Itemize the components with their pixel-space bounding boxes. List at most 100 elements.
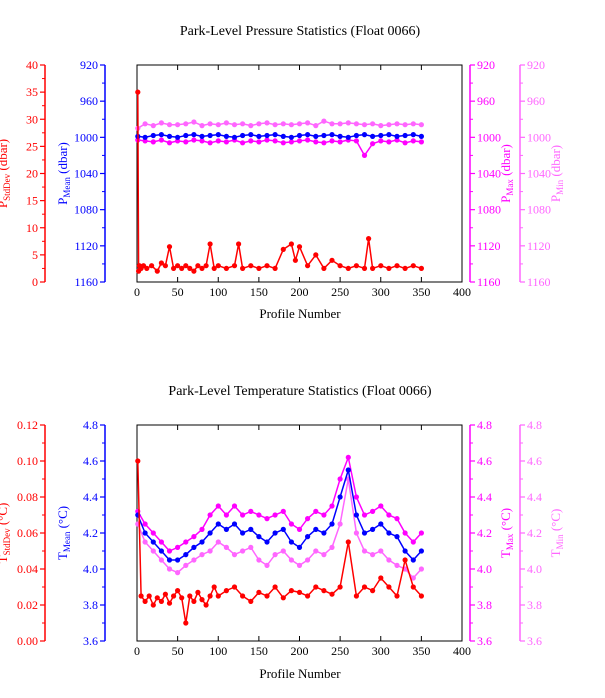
max-point: [296, 138, 303, 144]
max-point: [142, 138, 148, 144]
mean-point: [215, 521, 221, 527]
stddev-point: [321, 265, 327, 271]
pressure-chart: Park-Level Pressure Statistics (Float 00…: [0, 24, 565, 321]
stddev-point: [215, 593, 221, 599]
stddev-point: [135, 89, 141, 95]
min-point: [313, 123, 319, 129]
min-point: [321, 118, 327, 124]
max-point: [418, 139, 424, 145]
max-point: [272, 138, 278, 144]
x-axis-label: Profile Number: [259, 666, 341, 681]
mean-series-line: [137, 469, 422, 562]
plot-frame: [136, 424, 463, 642]
min-point: [191, 119, 197, 125]
mean-point: [199, 133, 205, 139]
mean-point: [199, 539, 205, 545]
mean-point: [191, 544, 197, 551]
max-point: [402, 140, 408, 146]
min-point: [394, 562, 400, 569]
max-point: [240, 140, 246, 146]
x-axis-label: Profile Number: [259, 306, 341, 321]
min-tick-label: 1160: [527, 275, 551, 289]
stddev-point: [402, 265, 408, 271]
min-point: [296, 121, 303, 127]
stddev-point: [256, 589, 262, 596]
min-point: [410, 575, 416, 581]
stddev-point: [361, 584, 368, 590]
min-point: [191, 557, 197, 563]
min-tick-label: 960: [527, 94, 545, 108]
stddev-point: [231, 584, 238, 590]
min-tick-label: 3.8: [527, 598, 542, 612]
max-point: [215, 503, 221, 509]
stddev-point: [370, 588, 376, 594]
stddev-point: [288, 588, 294, 594]
x-tick-label: 0: [134, 285, 140, 299]
stddev-tick-label: 10: [26, 221, 38, 235]
max-point: [280, 508, 286, 514]
stddev-point: [203, 263, 209, 269]
mean-point: [370, 526, 376, 533]
stddev-point: [248, 263, 254, 269]
stddev-point: [207, 593, 213, 599]
mean-point: [361, 132, 368, 138]
stddev-point: [378, 575, 384, 581]
min-point: [321, 552, 327, 558]
mean-tick-label: 3.8: [83, 598, 98, 612]
stddev-point: [240, 593, 246, 599]
stddev-point: [207, 241, 213, 247]
stddev-point: [264, 263, 270, 269]
stddev-point: [175, 588, 181, 594]
mean-point: [402, 132, 408, 139]
max-point: [231, 503, 238, 509]
stddev-axis-label: PStdDev (dbar): [0, 139, 12, 208]
stddev-point: [223, 265, 229, 271]
min-point: [158, 557, 164, 563]
max-point: [370, 508, 376, 514]
mean-point: [142, 134, 148, 140]
max-point: [288, 139, 294, 145]
stddev-point: [150, 602, 156, 608]
stddev-point: [158, 598, 164, 605]
stddev-point: [154, 268, 160, 274]
min-point: [402, 122, 408, 128]
max-point: [166, 140, 173, 146]
mean-point: [386, 132, 392, 138]
min-point: [361, 548, 368, 554]
stddev-point: [248, 598, 254, 605]
stddev-point: [191, 268, 197, 274]
min-axis-label: TMin (°C): [548, 509, 565, 558]
min-tick-label: 3.6: [527, 634, 542, 648]
min-point: [378, 548, 384, 554]
max-point: [183, 139, 189, 145]
max-tick-label: 3.8: [477, 598, 492, 612]
mean-axis-label: TMean (°C): [55, 506, 72, 560]
min-point: [296, 562, 303, 569]
max-point: [361, 512, 368, 518]
mean-point: [313, 526, 319, 533]
stddev-tick-label: 0.04: [17, 562, 38, 576]
mean-point: [305, 132, 311, 138]
min-point: [418, 122, 424, 128]
mean-point: [158, 132, 164, 138]
stddev-point: [313, 252, 319, 258]
stddev-point: [386, 265, 392, 271]
x-tick-label: 400: [453, 644, 471, 658]
mean-point: [296, 544, 303, 551]
max-point: [370, 141, 376, 147]
mean-point: [150, 539, 156, 545]
max-point: [329, 503, 335, 509]
x-tick-label: 300: [372, 285, 390, 299]
mean-point: [240, 530, 246, 536]
x-tick-label: 50: [172, 285, 184, 299]
max-point: [215, 138, 221, 144]
max-point: [199, 138, 205, 144]
stddev-tick-label: 0.00: [17, 634, 38, 648]
min-point: [150, 548, 156, 554]
max-point: [240, 512, 246, 518]
min-point: [183, 562, 189, 569]
mean-point: [231, 521, 238, 527]
mean-point: [378, 521, 384, 527]
x-tick-label: 200: [291, 285, 309, 299]
mean-point: [394, 534, 400, 540]
